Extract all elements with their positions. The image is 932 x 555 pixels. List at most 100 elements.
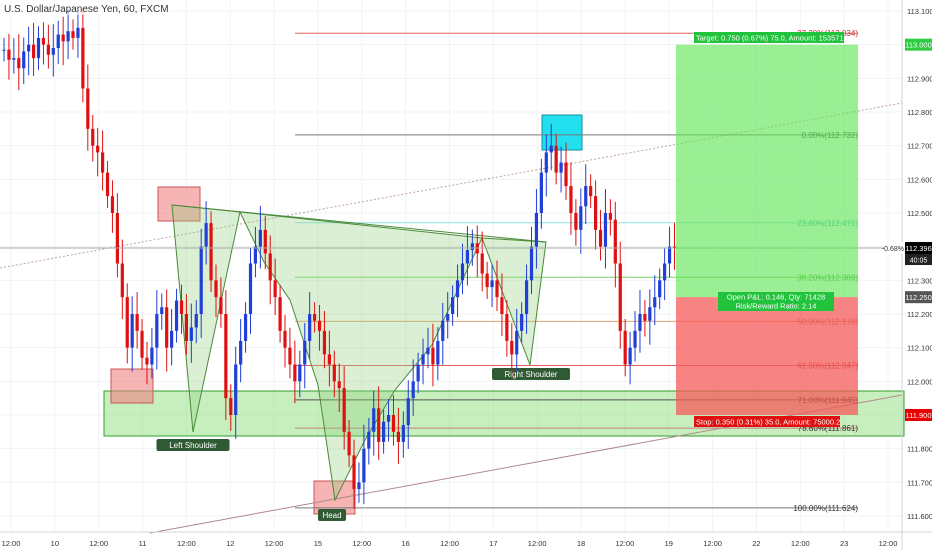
x-tick-label: 12:00 [703, 539, 722, 548]
candle-body [515, 330, 519, 355]
x-tick-label: 12:00 [440, 539, 459, 548]
y-tick-label: 112.200 [907, 310, 932, 319]
x-tick-label: 17 [489, 539, 497, 548]
candle-body [500, 297, 504, 314]
candle-body [455, 280, 460, 298]
y-tick-label: 112.700 [907, 142, 932, 151]
candle-body [224, 314, 228, 399]
candle-body [135, 314, 139, 331]
candle-body [140, 330, 144, 358]
price-tag: 111.900 [906, 411, 932, 420]
candles [0, 7, 902, 509]
price-tag: 112.250 [905, 293, 932, 302]
candle-body [76, 27, 80, 38]
price-tag-bg [905, 291, 932, 304]
price-change-label: -0.68% [882, 246, 904, 253]
candle-body [174, 300, 179, 331]
pattern-label: Head [322, 511, 341, 520]
candle-body [362, 448, 366, 483]
candle-body [490, 280, 494, 288]
x-tick-label: 12:00 [879, 539, 898, 548]
pattern-label-bg [318, 509, 346, 521]
candle-body [470, 243, 474, 251]
x-tick-label: 12:00 [2, 539, 21, 548]
candle-body [91, 128, 95, 146]
candle-body [36, 37, 41, 59]
candle-body [608, 213, 612, 220]
candle-body [451, 297, 455, 314]
candle-body [382, 421, 386, 442]
candle-body [529, 246, 534, 281]
candle-body [386, 415, 391, 422]
candle-body [288, 347, 292, 365]
candle-body [204, 223, 208, 247]
candle-body [564, 162, 568, 187]
x-tick-label: 11 [139, 539, 147, 548]
y-tick-label: 113.100 [907, 7, 932, 16]
y-tick-label: 112.500 [907, 209, 932, 218]
highlight-box-top [541, 114, 583, 151]
y-tick-label: 111.800 [907, 445, 932, 454]
long-position-tool[interactable]: Target: 0.750 (0.67%) 75.0, Amount: 1535… [676, 32, 858, 427]
candle-body [308, 314, 312, 341]
candle-body [298, 364, 302, 382]
x-tick-label: 12:00 [89, 539, 108, 548]
candle-body [165, 307, 169, 348]
x-tick-label: 22 [752, 539, 760, 548]
candle-body [86, 88, 90, 129]
candle-body [465, 250, 470, 264]
candle-body [367, 431, 371, 449]
candle-body [589, 186, 593, 197]
candle-body [613, 219, 617, 264]
y-tick-label: 112.900 [907, 74, 932, 83]
candle-body [594, 196, 598, 230]
candle-body [505, 314, 509, 341]
candle-body [56, 34, 60, 49]
candle-body [12, 58, 16, 60]
candle-body [125, 297, 129, 348]
x-tick-label: 18 [577, 539, 585, 548]
price-tag-bg [905, 242, 932, 255]
candle-body [495, 280, 499, 298]
candle-body [357, 482, 361, 490]
pattern-fill [171, 204, 547, 502]
stop-label: Stop: 0.350 (0.31%) 35.0, Amount: 75000.… [696, 418, 840, 427]
candle-body [46, 44, 50, 55]
fib-level-label: 100.00%(111.624) [793, 504, 858, 513]
x-tick-label: 12 [226, 539, 234, 548]
candle-body [303, 340, 307, 365]
candle-body [426, 347, 430, 355]
head-and-shoulders-pattern[interactable]: Left Shoulder Head Right Shoulder [156, 204, 571, 521]
candle-body [41, 37, 46, 45]
y-tick-label: 111.700 [907, 478, 932, 487]
x-tick-label: 12:00 [616, 539, 635, 548]
price-tag: 112.396 [905, 244, 932, 253]
x-tick-label: 23 [840, 539, 848, 548]
candle-body [7, 49, 11, 60]
candle-body [337, 381, 341, 389]
candle-body [436, 340, 440, 365]
candle-body [559, 162, 563, 173]
candle-body [145, 357, 149, 365]
pattern-label-bg [156, 439, 230, 451]
candle-body [332, 364, 336, 382]
candle-body [2, 49, 6, 51]
x-tick-label: 12:00 [265, 539, 284, 548]
candle-body [51, 48, 55, 55]
candle-body [81, 27, 85, 89]
y-tick-label: 112.100 [907, 344, 932, 353]
candle-body [184, 314, 189, 341]
candle-body [416, 364, 420, 382]
candle-body [544, 152, 548, 173]
candle-body [239, 340, 243, 365]
candle-body [258, 229, 262, 247]
candle-body [480, 253, 484, 274]
candle-body [115, 213, 119, 264]
candle-body [317, 320, 322, 331]
risk-reward-label: Risk/Reward Ratio: 2.14 [736, 302, 817, 311]
candle-body [268, 253, 272, 281]
candle-body [283, 330, 287, 348]
candle-body [411, 381, 415, 399]
